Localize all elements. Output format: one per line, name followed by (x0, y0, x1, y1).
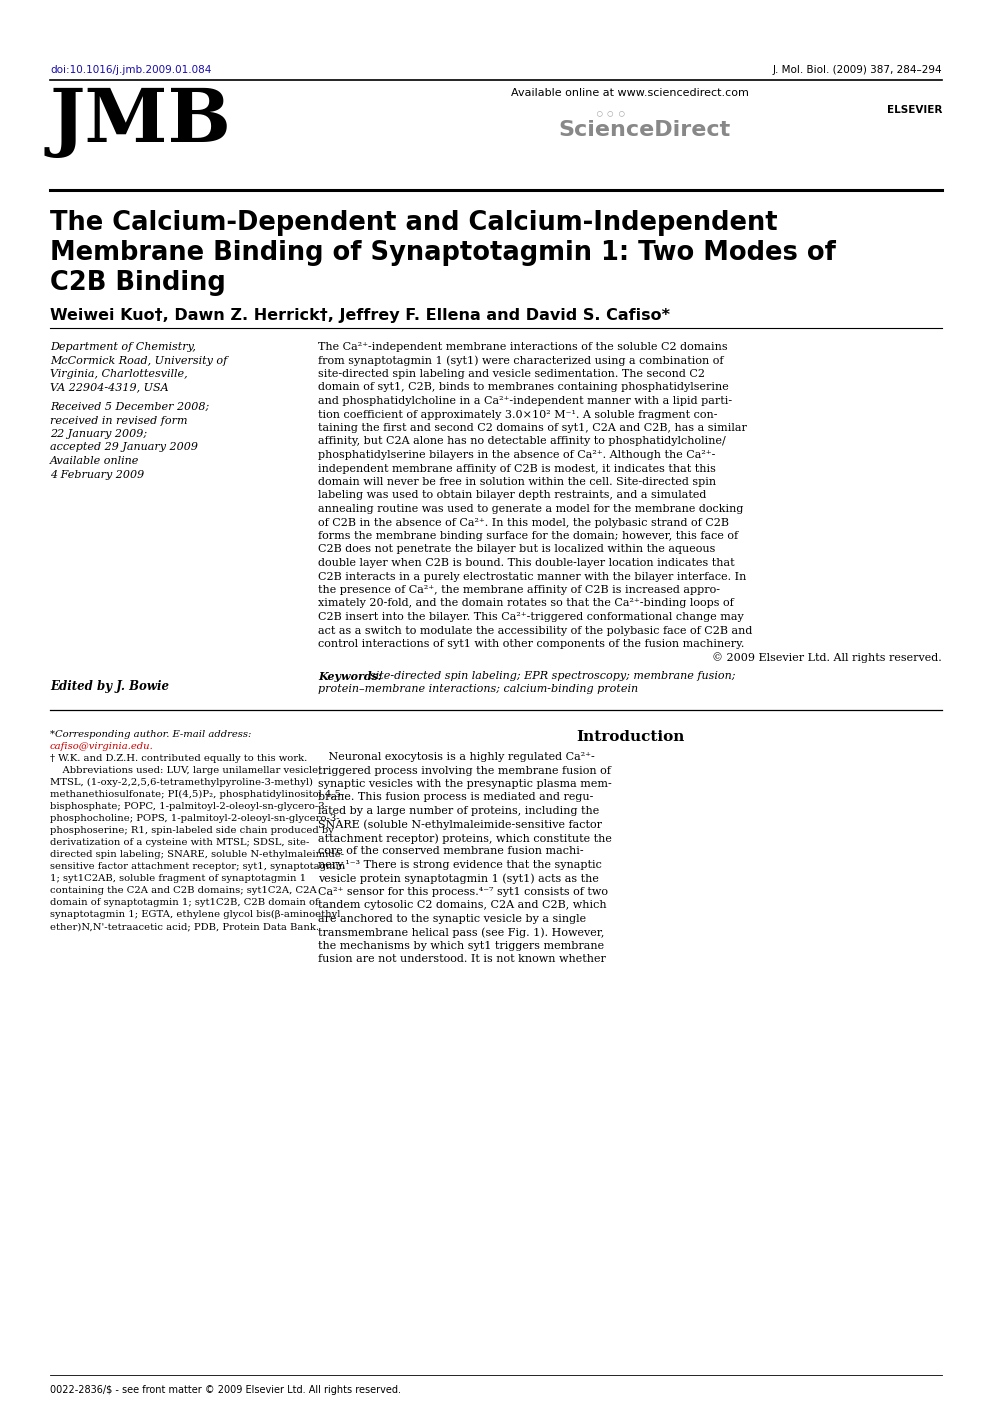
Text: Introduction: Introduction (575, 730, 684, 744)
Text: C2B Binding: C2B Binding (50, 269, 226, 296)
Text: McCormick Road, University of: McCormick Road, University of (50, 355, 227, 366)
Text: The Calcium-Dependent and Calcium-Independent: The Calcium-Dependent and Calcium-Indepe… (50, 210, 778, 236)
Text: are anchored to the synaptic vesicle by a single: are anchored to the synaptic vesicle by … (318, 913, 586, 925)
Text: of C2B in the absence of Ca²⁺. In this model, the polybasic strand of C2B: of C2B in the absence of Ca²⁺. In this m… (318, 518, 729, 528)
Text: taining the first and second C2 domains of syt1, C2A and C2B, has a similar: taining the first and second C2 domains … (318, 422, 747, 434)
Text: C2B does not penetrate the bilayer but is localized within the aqueous: C2B does not penetrate the bilayer but i… (318, 544, 715, 554)
Text: 1; syt1C2AB, soluble fragment of synaptotagmin 1: 1; syt1C2AB, soluble fragment of synapto… (50, 874, 307, 882)
Text: Available online: Available online (50, 456, 139, 466)
Text: attachment receptor) proteins, which constitute the: attachment receptor) proteins, which con… (318, 833, 612, 843)
Text: act as a switch to modulate the accessibility of the polybasic face of C2B and: act as a switch to modulate the accessib… (318, 626, 752, 636)
Text: and phosphatidylcholine in a Ca²⁺-independent manner with a lipid parti-: and phosphatidylcholine in a Ca²⁺-indepe… (318, 396, 732, 405)
Text: annealing routine was used to generate a model for the membrane docking: annealing routine was used to generate a… (318, 504, 743, 513)
Text: *Corresponding author. E-mail address:: *Corresponding author. E-mail address: (50, 730, 251, 739)
Text: 0022-2836/$ - see front matter © 2009 Elsevier Ltd. All rights reserved.: 0022-2836/$ - see front matter © 2009 El… (50, 1385, 401, 1395)
Text: brane. This fusion process is mediated and regu-: brane. This fusion process is mediated a… (318, 793, 593, 803)
Text: SNARE (soluble N-ethylmaleimide-sensitive factor: SNARE (soluble N-ethylmaleimide-sensitiv… (318, 819, 602, 831)
Text: C2B interacts in a purely electrostatic manner with the bilayer interface. In: C2B interacts in a purely electrostatic … (318, 571, 746, 581)
Text: transmembrane helical pass (see Fig. 1). However,: transmembrane helical pass (see Fig. 1).… (318, 927, 604, 939)
Text: ximately 20-fold, and the domain rotates so that the Ca²⁺-binding loops of: ximately 20-fold, and the domain rotates… (318, 599, 734, 609)
Text: independent membrane affinity of C2B is modest, it indicates that this: independent membrane affinity of C2B is … (318, 463, 716, 473)
Text: containing the C2A and C2B domains; syt1C2A, C2A: containing the C2A and C2B domains; syt1… (50, 887, 316, 895)
Text: phosphocholine; POPS, 1-palmitoyl-2-oleoyl-sn-glycero-3-: phosphocholine; POPS, 1-palmitoyl-2-oleo… (50, 814, 339, 824)
Text: C2B insert into the bilayer. This Ca²⁺-triggered conformational change may: C2B insert into the bilayer. This Ca²⁺-t… (318, 612, 744, 622)
Text: The Ca²⁺-independent membrane interactions of the soluble C2 domains: The Ca²⁺-independent membrane interactio… (318, 342, 727, 352)
Text: † W.K. and D.Z.H. contributed equally to this work.: † W.K. and D.Z.H. contributed equally to… (50, 753, 308, 763)
Text: tion coefficient of approximately 3.0×10² M⁻¹. A soluble fragment con-: tion coefficient of approximately 3.0×10… (318, 410, 717, 419)
Text: the mechanisms by which syt1 triggers membrane: the mechanisms by which syt1 triggers me… (318, 941, 604, 951)
Text: sensitive factor attachment receptor; syt1, synaptotagmin: sensitive factor attachment receptor; sy… (50, 861, 345, 871)
Text: accepted 29 January 2009: accepted 29 January 2009 (50, 442, 198, 453)
Text: site-directed spin labeling and vesicle sedimentation. The second C2: site-directed spin labeling and vesicle … (318, 369, 705, 379)
Text: directed spin labeling; SNARE, soluble N-ethylmaleimide-: directed spin labeling; SNARE, soluble N… (50, 850, 344, 859)
Text: control interactions of syt1 with other components of the fusion machinery.: control interactions of syt1 with other … (318, 638, 744, 650)
Text: fusion are not understood. It is not known whether: fusion are not understood. It is not kno… (318, 954, 606, 964)
Text: site-directed spin labeling; EPR spectroscopy; membrane fusion;: site-directed spin labeling; EPR spectro… (370, 671, 735, 680)
Text: tandem cytosolic C2 domains, C2A and C2B, which: tandem cytosolic C2 domains, C2A and C2B… (318, 901, 607, 911)
Text: phosphoserine; R1, spin-labeled side chain produced by: phosphoserine; R1, spin-labeled side cha… (50, 826, 334, 835)
Text: 4 February 2009: 4 February 2009 (50, 470, 144, 480)
Text: triggered process involving the membrane fusion of: triggered process involving the membrane… (318, 766, 611, 776)
Text: Edited by J. Bowie: Edited by J. Bowie (50, 680, 169, 693)
Text: from synaptotagmin 1 (syt1) were characterized using a combination of: from synaptotagmin 1 (syt1) were charact… (318, 355, 723, 366)
Text: methanethiosulfonate; PI(4,5)P₂, phosphatidylinositol 4,5-: methanethiosulfonate; PI(4,5)P₂, phospha… (50, 790, 344, 800)
Text: received in revised form: received in revised form (50, 415, 187, 425)
Text: affinity, but C2A alone has no detectable affinity to phosphatidylcholine/: affinity, but C2A alone has no detectabl… (318, 436, 726, 446)
Text: Ca²⁺ sensor for this process.⁴⁻⁷ syt1 consists of two: Ca²⁺ sensor for this process.⁴⁻⁷ syt1 co… (318, 887, 608, 897)
Text: ether)N,N'-tetraacetic acid; PDB, Protein Data Bank.: ether)N,N'-tetraacetic acid; PDB, Protei… (50, 922, 319, 932)
Text: domain of syt1, C2B, binds to membranes containing phosphatidylserine: domain of syt1, C2B, binds to membranes … (318, 383, 729, 393)
Text: protein–membrane interactions; calcium-binding protein: protein–membrane interactions; calcium-b… (318, 685, 638, 694)
Text: ◦◦◦: ◦◦◦ (593, 107, 627, 125)
Text: MTSL, (1-oxy-2,2,5,6-tetramethylpyroline-3-methyl): MTSL, (1-oxy-2,2,5,6-tetramethylpyroline… (50, 779, 313, 787)
Text: lated by a large number of proteins, including the: lated by a large number of proteins, inc… (318, 805, 599, 817)
Text: vesicle protein synaptotagmin 1 (syt1) acts as the: vesicle protein synaptotagmin 1 (syt1) a… (318, 874, 599, 884)
Text: doi:10.1016/j.jmb.2009.01.084: doi:10.1016/j.jmb.2009.01.084 (50, 65, 211, 74)
Text: Received 5 December 2008;: Received 5 December 2008; (50, 403, 209, 412)
Text: domain will never be free in solution within the cell. Site-directed spin: domain will never be free in solution wi… (318, 477, 716, 487)
Text: ELSEVIER: ELSEVIER (887, 105, 942, 115)
Text: © 2009 Elsevier Ltd. All rights reserved.: © 2009 Elsevier Ltd. All rights reserved… (712, 652, 942, 664)
Text: synaptotagmin 1; EGTA, ethylene glycol bis(β-aminoethyl: synaptotagmin 1; EGTA, ethylene glycol b… (50, 911, 340, 919)
Text: double layer when C2B is bound. This double-layer location indicates that: double layer when C2B is bound. This dou… (318, 558, 735, 568)
Text: 22 January 2009;: 22 January 2009; (50, 429, 147, 439)
Text: the presence of Ca²⁺, the membrane affinity of C2B is increased appro-: the presence of Ca²⁺, the membrane affin… (318, 585, 720, 595)
Text: ScienceDirect: ScienceDirect (558, 121, 731, 140)
Text: Virginia, Charlottesville,: Virginia, Charlottesville, (50, 369, 187, 379)
Text: forms the membrane binding surface for the domain; however, this face of: forms the membrane binding surface for t… (318, 530, 738, 542)
Text: labeling was used to obtain bilayer depth restraints, and a simulated: labeling was used to obtain bilayer dept… (318, 491, 706, 501)
Text: domain of synaptotagmin 1; syt1C2B, C2B domain of: domain of synaptotagmin 1; syt1C2B, C2B … (50, 898, 318, 906)
Text: Membrane Binding of Synaptotagmin 1: Two Modes of: Membrane Binding of Synaptotagmin 1: Two… (50, 240, 836, 267)
Text: bisphosphate; POPC, 1-palmitoyl-2-oleoyl-sn-glycero-3-: bisphosphate; POPC, 1-palmitoyl-2-oleoyl… (50, 803, 328, 811)
Text: Keywords:: Keywords: (318, 671, 386, 682)
Text: JMB: JMB (50, 86, 232, 159)
Text: Neuronal exocytosis is a highly regulated Ca²⁺-: Neuronal exocytosis is a highly regulate… (318, 752, 595, 762)
Text: J. Mol. Biol. (2009) 387, 284–294: J. Mol. Biol. (2009) 387, 284–294 (773, 65, 942, 74)
Text: VA 22904-4319, USA: VA 22904-4319, USA (50, 383, 169, 393)
Text: phosphatidylserine bilayers in the absence of Ca²⁺. Although the Ca²⁺-: phosphatidylserine bilayers in the absen… (318, 450, 715, 460)
Text: cafiso@virginia.edu.: cafiso@virginia.edu. (50, 742, 154, 751)
Text: Weiwei Kuo†, Dawn Z. Herrick†, Jeffrey F. Ellena and David S. Cafiso*: Weiwei Kuo†, Dawn Z. Herrick†, Jeffrey F… (50, 309, 670, 323)
Text: core of the conserved membrane fusion machi-: core of the conserved membrane fusion ma… (318, 846, 583, 856)
Text: nery.¹⁻³ There is strong evidence that the synaptic: nery.¹⁻³ There is strong evidence that t… (318, 860, 602, 870)
Text: Abbreviations used: LUV, large unilamellar vesicle;: Abbreviations used: LUV, large unilamell… (50, 766, 321, 774)
Text: Department of Chemistry,: Department of Chemistry, (50, 342, 195, 352)
Text: derivatization of a cysteine with MTSL; SDSL, site-: derivatization of a cysteine with MTSL; … (50, 838, 310, 847)
Text: Available online at www.sciencedirect.com: Available online at www.sciencedirect.co… (511, 88, 749, 98)
Text: synaptic vesicles with the presynaptic plasma mem-: synaptic vesicles with the presynaptic p… (318, 779, 612, 788)
